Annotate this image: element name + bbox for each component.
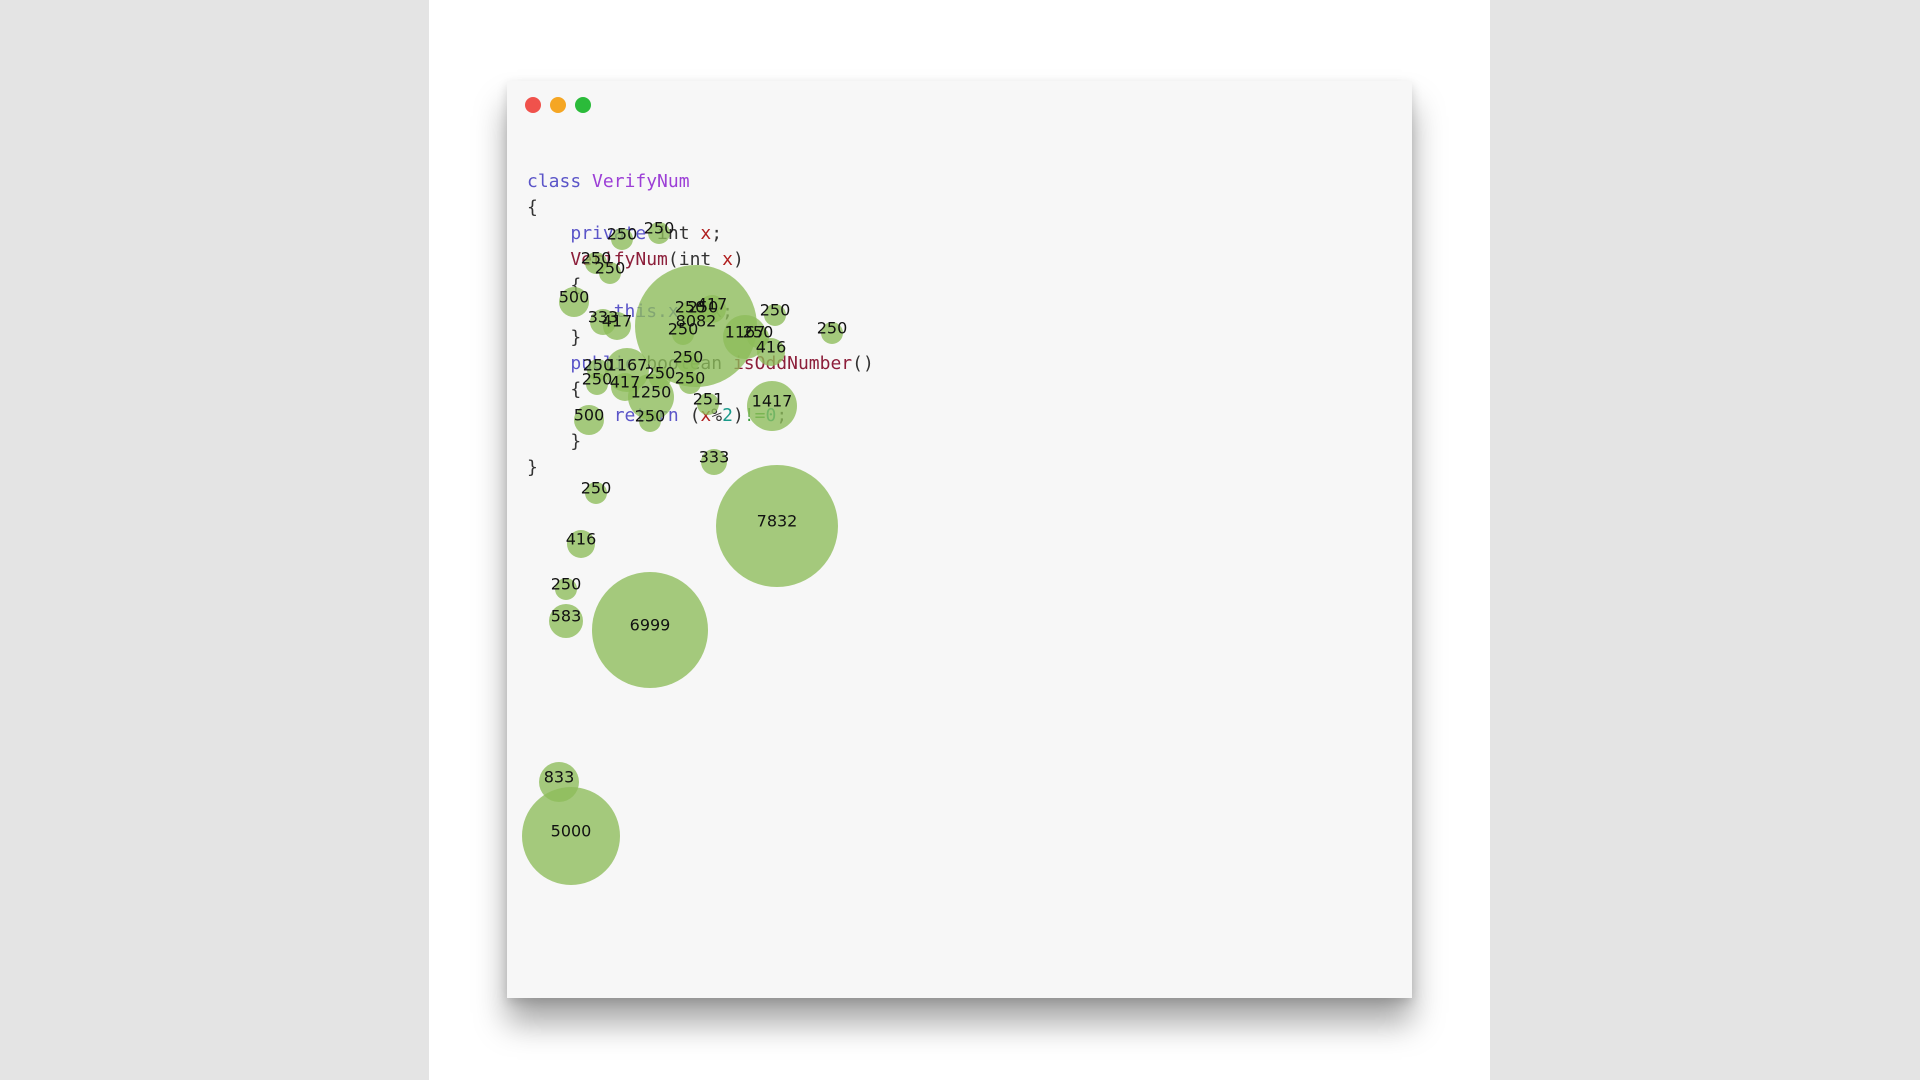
code-token: ) bbox=[732, 405, 744, 426]
bubble-label: 417 bbox=[609, 372, 641, 392]
code-token: { bbox=[527, 379, 582, 400]
bubble bbox=[611, 228, 633, 250]
bubble bbox=[701, 449, 727, 475]
bubble-label: 250 bbox=[816, 318, 848, 338]
code-line: } bbox=[527, 455, 874, 481]
code-token: % bbox=[711, 405, 723, 426]
code-token: ( bbox=[678, 405, 701, 426]
bubble-label: 250 bbox=[643, 218, 675, 238]
bubble-label: 250 bbox=[644, 363, 676, 383]
bubble-label: 250 bbox=[582, 355, 614, 375]
bubble-label: 417 bbox=[601, 311, 633, 331]
bubble bbox=[764, 304, 786, 326]
bubble bbox=[586, 373, 608, 395]
bubble-label: 250 bbox=[667, 319, 699, 339]
bubble bbox=[549, 604, 583, 638]
bubble-label: 6999 bbox=[629, 615, 671, 635]
bubble bbox=[747, 381, 797, 431]
code-token: } bbox=[527, 457, 538, 478]
code-token: { bbox=[527, 275, 582, 296]
bubble bbox=[692, 301, 714, 323]
bubble-label: 5000 bbox=[550, 821, 592, 841]
bubble-label: 250 bbox=[581, 369, 613, 389]
bubble-label: 250 bbox=[742, 322, 774, 342]
bubble bbox=[574, 405, 604, 435]
bubble bbox=[603, 312, 631, 340]
bubble bbox=[559, 287, 589, 317]
bubble-label: 500 bbox=[558, 287, 590, 307]
bubble-label: 416 bbox=[755, 337, 787, 357]
bubble-label: 7832 bbox=[756, 511, 798, 531]
code-line: } bbox=[527, 429, 874, 455]
bubble bbox=[639, 410, 661, 432]
bubble-label: 250 bbox=[580, 478, 612, 498]
bubble-label: 1417 bbox=[751, 391, 793, 411]
bubble bbox=[677, 351, 699, 373]
bubble-label: 416 bbox=[565, 529, 597, 549]
bubble-label: 250 bbox=[606, 224, 638, 244]
bubble-label: 833 bbox=[543, 767, 575, 787]
code-token: class bbox=[527, 171, 593, 192]
code-token: ) bbox=[732, 249, 744, 270]
code-line: { bbox=[527, 195, 874, 221]
code-line: { bbox=[527, 377, 874, 403]
code-token: } bbox=[527, 431, 582, 452]
bubble bbox=[716, 465, 838, 587]
bubble-label: 1167 bbox=[724, 322, 766, 342]
code-token: () bbox=[852, 353, 874, 374]
bubble bbox=[672, 323, 694, 345]
bubble-label: 417 bbox=[696, 294, 728, 314]
minimize-icon[interactable] bbox=[550, 97, 566, 113]
bubble bbox=[648, 222, 670, 244]
bubble-label: 250 bbox=[550, 574, 582, 594]
window-controls bbox=[525, 97, 591, 113]
bubble-label: 250 bbox=[687, 297, 719, 317]
bubble bbox=[821, 322, 843, 344]
bubble-label: 250 bbox=[674, 368, 706, 388]
bubble bbox=[555, 578, 577, 600]
bubble bbox=[522, 787, 620, 885]
code-line: } bbox=[527, 325, 874, 351]
maximize-icon[interactable] bbox=[575, 97, 591, 113]
bubble-label: 583 bbox=[550, 606, 582, 626]
code-token: x bbox=[700, 223, 712, 244]
bubble bbox=[757, 338, 785, 366]
bubble-label: 251 bbox=[692, 389, 724, 409]
bubble-label: 8082 bbox=[675, 311, 717, 331]
code-line: { bbox=[527, 273, 874, 299]
bubble-label: 250 bbox=[674, 297, 706, 317]
bubble-label: 333 bbox=[698, 447, 730, 467]
bubble-label: 250 bbox=[672, 347, 704, 367]
bubble bbox=[585, 482, 607, 504]
code-token: 2 bbox=[722, 405, 733, 426]
bubble bbox=[679, 372, 701, 394]
code-line: class VerifyNum bbox=[527, 169, 874, 195]
bubble-label: 1250 bbox=[630, 382, 672, 402]
code-token: VerifyNum bbox=[592, 171, 690, 192]
code-token: (int bbox=[667, 249, 723, 270]
bubble-label: 333 bbox=[587, 307, 619, 327]
code-token: } bbox=[527, 327, 582, 348]
close-icon[interactable] bbox=[525, 97, 541, 113]
code-token: ; bbox=[711, 223, 723, 244]
bubble-label: 250 bbox=[594, 258, 626, 278]
code-token: x bbox=[700, 405, 712, 426]
bubble bbox=[567, 530, 595, 558]
bubble-label: 1167 bbox=[606, 355, 648, 375]
bubble bbox=[592, 572, 708, 688]
bubble-label: 500 bbox=[573, 405, 605, 425]
code-token: { bbox=[527, 197, 538, 218]
bubble-label: 250 bbox=[634, 406, 666, 426]
bubble-label: 250 bbox=[759, 300, 791, 320]
bubble bbox=[599, 262, 621, 284]
code-token: x bbox=[722, 249, 733, 270]
bubble bbox=[697, 393, 719, 415]
bubble-label: 250 bbox=[580, 248, 612, 268]
